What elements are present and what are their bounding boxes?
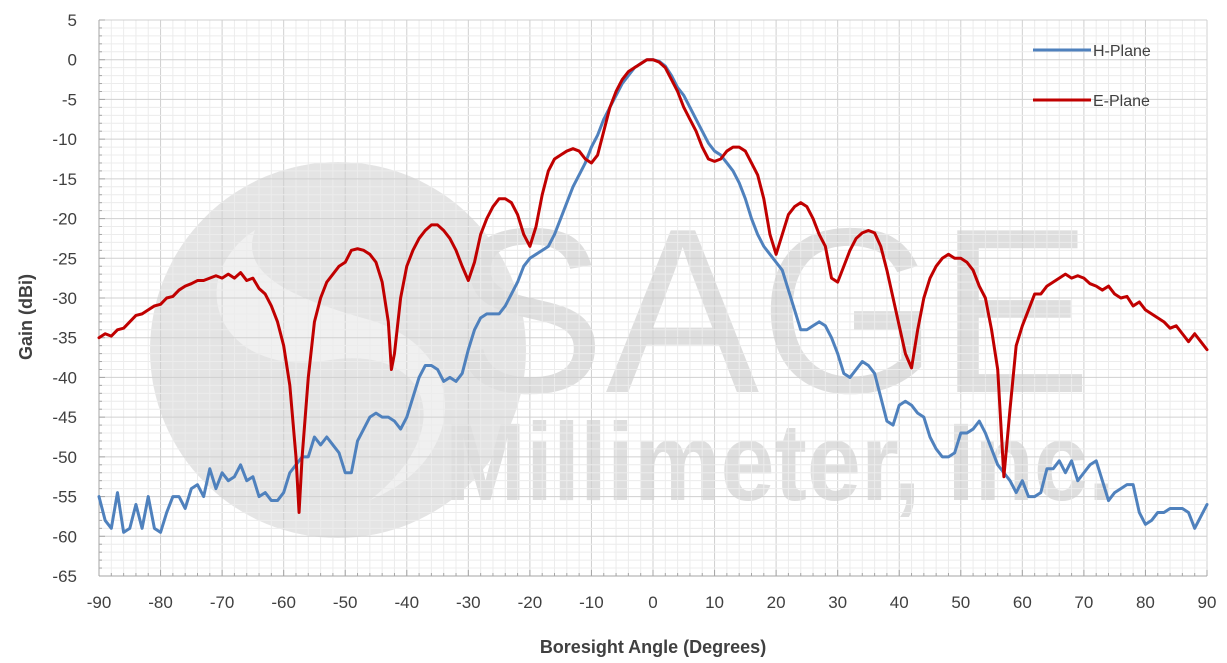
x-tick-label: -10: [579, 593, 604, 612]
x-tick-label: 40: [890, 593, 909, 612]
x-tick-label: 20: [767, 593, 786, 612]
y-axis-title: Gain (dBi): [16, 274, 36, 360]
series-lines: [97, 58, 1209, 534]
y-tick-label: -35: [52, 329, 77, 348]
legend: H-Plane E-Plane: [1033, 43, 1151, 110]
y-tick-label: -15: [52, 170, 77, 189]
x-tick-label: 60: [1013, 593, 1032, 612]
y-tick-label: -45: [52, 408, 77, 427]
x-tick-label: -50: [333, 593, 358, 612]
x-tick-label: -40: [394, 593, 419, 612]
y-tick-label: -10: [52, 130, 77, 149]
legend-label-h-plane: H-Plane: [1093, 43, 1151, 60]
x-tick-label: -90: [87, 593, 112, 612]
x-tick-label: -60: [271, 593, 296, 612]
x-tick-label: 30: [828, 593, 847, 612]
x-tick-label: -80: [148, 593, 173, 612]
series-line-e-plane: [97, 58, 1209, 514]
y-tick-label: -30: [52, 289, 77, 308]
x-tick-label: 0: [648, 593, 657, 612]
x-tick-label: -70: [210, 593, 235, 612]
x-tick-label: -30: [456, 593, 481, 612]
x-tick-label: 70: [1074, 593, 1093, 612]
y-tick-label: -60: [52, 527, 77, 546]
x-tick-label: 50: [951, 593, 970, 612]
watermark-subtitle: Millimeter, Inc.: [445, 401, 1115, 524]
y-tick-label: 0: [68, 51, 77, 70]
chart-axes: [98, 19, 1208, 577]
y-tick-label: -50: [52, 448, 77, 467]
y-tick-label: -40: [52, 368, 77, 387]
grid-lines: [98, 19, 1208, 577]
x-tick-label: 90: [1198, 593, 1217, 612]
y-tick-label: -20: [52, 210, 77, 229]
y-tick-label: -5: [62, 90, 77, 109]
y-tick-label: 5: [68, 11, 77, 30]
x-tick-label: -20: [518, 593, 543, 612]
tick-labels: 50-5-10-15-20-25-30-35-40-45-50-55-60-65…: [52, 11, 1216, 612]
y-tick-label: -65: [52, 567, 77, 586]
x-axis-title: Boresight Angle (Degrees): [540, 637, 766, 657]
y-tick-label: -55: [52, 488, 77, 507]
legend-label-e-plane: E-Plane: [1093, 93, 1150, 110]
x-tick-label: 80: [1136, 593, 1155, 612]
y-tick-label: -25: [52, 249, 77, 268]
x-tick-label: 10: [705, 593, 724, 612]
